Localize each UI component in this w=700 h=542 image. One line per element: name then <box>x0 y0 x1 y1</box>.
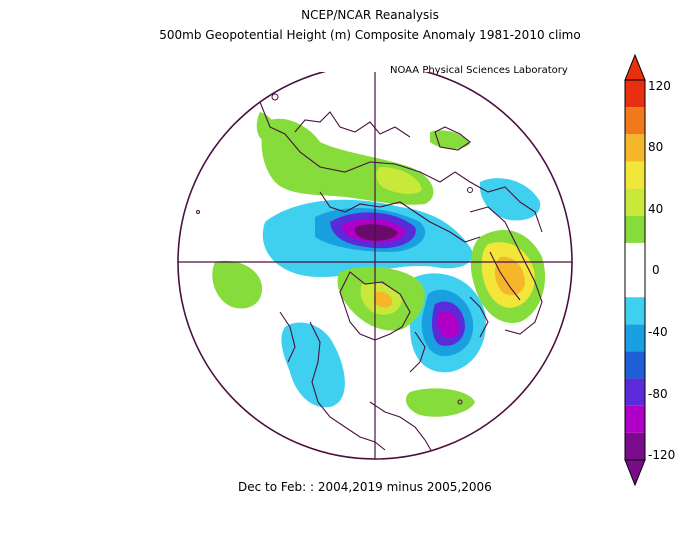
anomaly-green-high <box>430 130 470 150</box>
anomaly-dark-low <box>354 224 398 241</box>
anomaly-green-high <box>212 260 263 309</box>
colorbar-segment <box>625 161 645 189</box>
anomaly-yellow-high <box>376 167 422 194</box>
map-title: NCEP/NCAR Reanalysis <box>301 8 439 22</box>
colorbar-segment <box>625 405 645 433</box>
colorbar-top-arrow <box>624 53 646 81</box>
anomaly-orange-high <box>494 256 525 296</box>
colorbar-segment <box>625 297 645 325</box>
colorbar-segment <box>625 80 645 108</box>
colorbar-segment <box>625 378 645 406</box>
colorbar-tick: -120 <box>648 448 676 462</box>
colorbar-segment <box>625 324 645 352</box>
colorbar-tick: 120 <box>648 79 671 93</box>
colorbar-tick: -40 <box>648 325 668 339</box>
colorbar-segment <box>625 134 645 162</box>
credit-label: NOAA Physical Sciences Laboratory <box>390 65 568 76</box>
colorbar-bottom-arrow <box>624 459 646 487</box>
anomaly-orange-high <box>374 291 393 308</box>
colorbar-tick: 40 <box>648 202 664 216</box>
colorbar-segment <box>625 351 645 379</box>
colorbar-tick: 80 <box>648 140 664 154</box>
colorbar-segment <box>625 188 645 216</box>
composite-caption: Dec to Feb: : 2004,2019 minus 2005,2006 <box>238 480 492 494</box>
anomaly-blue-region <box>281 322 345 408</box>
anomaly-green-high <box>405 388 475 417</box>
colorbar-tick: 0 <box>652 263 660 277</box>
colorbar <box>624 53 646 487</box>
anomaly-blue-region <box>479 178 541 221</box>
colorbar-segment <box>625 107 645 135</box>
anomaly-magenta-low <box>437 311 460 338</box>
colorbar-segment <box>625 270 645 298</box>
polar-map <box>177 72 573 460</box>
map-subtitle: 500mb Geopotential Height (m) Composite … <box>159 28 581 42</box>
colorbar-segment <box>625 215 645 243</box>
anomaly-green-high <box>256 112 276 143</box>
colorbar-segment <box>625 432 645 460</box>
hemisphere-boundary <box>177 72 573 460</box>
colorbar-tick: -80 <box>648 387 668 401</box>
colorbar-segment <box>625 242 645 270</box>
